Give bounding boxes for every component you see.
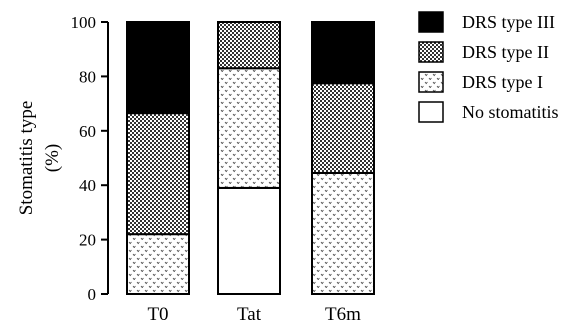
bar-segment [126, 112, 190, 236]
legend-label: No stomatitis [462, 102, 559, 122]
bar-segment [126, 233, 190, 296]
y-tick-label: 100 [71, 13, 97, 32]
y-tick-label: 20 [79, 231, 96, 250]
legend-label: DRS type I [462, 72, 543, 92]
y-axis-label: Stomatitis type [16, 101, 37, 216]
legend-swatch [418, 41, 444, 63]
legend-swatch [418, 101, 444, 123]
legend: DRS type III DRS type II DRS type I No stom… [418, 11, 559, 123]
plot-area: 0 20 40 60 80 100 Stomatitis type (%) T0 Tat T6m [16, 13, 375, 325]
x-tick-label: Tat [237, 304, 262, 325]
bar-segment [126, 21, 190, 115]
x-tick-label: T6m [325, 304, 361, 325]
y-tick-label: 60 [79, 122, 96, 141]
bar-segment [311, 21, 375, 85]
x-tick-label: T0 [147, 304, 168, 325]
bar-segment [217, 67, 281, 189]
bar-segment [311, 171, 375, 296]
y-tick-label: 80 [79, 67, 96, 86]
bar-segment [217, 186, 281, 295]
bar-segment [311, 82, 375, 174]
legend-swatch [418, 71, 444, 93]
legend-label: DRS type III [462, 12, 555, 32]
legend-swatch [418, 11, 444, 33]
bar-segment [217, 21, 281, 70]
legend-label: DRS type II [462, 42, 549, 62]
y-tick-label: 40 [79, 176, 96, 195]
y-axis-label: (%) [42, 144, 63, 172]
y-tick-label: 0 [88, 285, 97, 304]
